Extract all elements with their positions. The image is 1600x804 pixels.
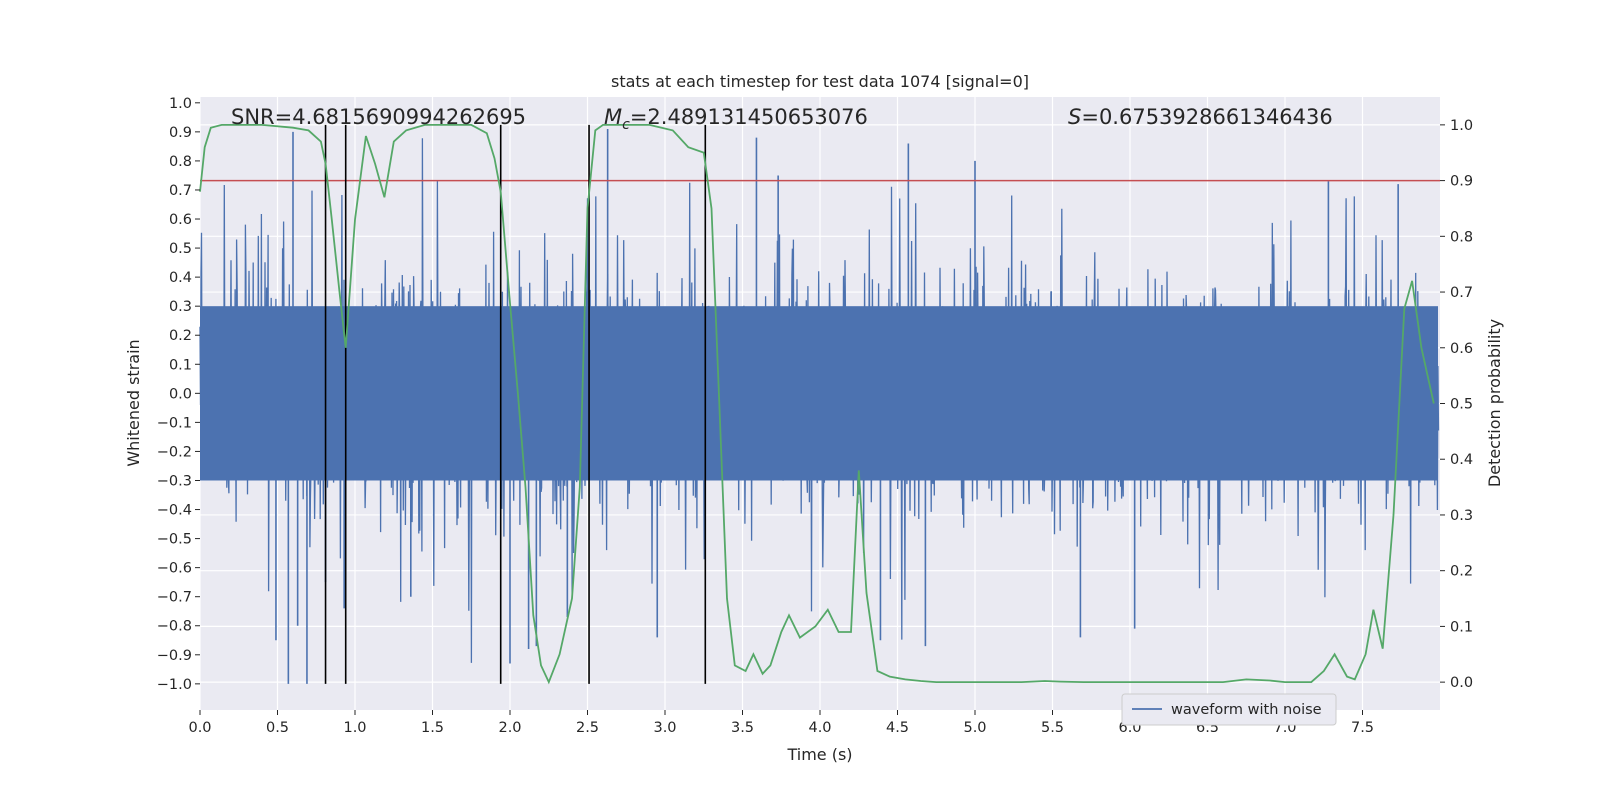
y-tick-label: −0.7: [157, 590, 192, 606]
y-tick-label: −0.4: [157, 503, 192, 519]
y-tick-label: 0.5: [169, 241, 192, 257]
y-axis-label: Whitened strain: [124, 339, 143, 466]
x-tick-label: 5.5: [1041, 720, 1064, 736]
y2-tick-label: 0.9: [1450, 174, 1473, 190]
detection-probability-line: [199, 124, 1435, 685]
y-tick-label: −0.3: [157, 473, 192, 489]
s-symbol: S: [1068, 105, 1081, 129]
x-tick-label: 2.5: [576, 720, 599, 736]
y-tick-label: 0.7: [169, 183, 192, 199]
legend: waveform with noise: [1121, 693, 1337, 726]
y2-tick-label: 0.5: [1450, 397, 1473, 413]
s-value: =0.6753928661346436: [1081, 105, 1332, 129]
y-tick-label: −0.2: [157, 444, 192, 460]
y-tick-label: 0.1: [169, 357, 192, 373]
x-axis-label: Time (s): [786, 745, 852, 764]
x-tick-label: 3.0: [653, 720, 676, 736]
x-tick-label: 1.0: [343, 720, 366, 736]
y2-tick-label: 1.0: [1450, 118, 1473, 134]
y-tick-label: −0.5: [157, 532, 192, 548]
x-tick-label: 3.5: [731, 720, 754, 736]
x-tick-label: 0.0: [188, 720, 211, 736]
x-tick-label: 2.0: [498, 720, 521, 736]
y2-tick-label: 0.4: [1450, 452, 1473, 468]
mc-annotation: Mc=2.489131450653076: [604, 105, 868, 133]
axes: 0.0 0.5 1.0 1.5 2.0 2.5 3.0 3.5 4.0 4.5 5.0 5.5 6.0 6…: [157, 96, 1473, 736]
x-tick-label: 7.5: [1351, 720, 1374, 736]
mc-value: =2.489131450653076: [630, 105, 868, 129]
y-tick-label: 0.8: [169, 154, 192, 170]
y-tick-label: −0.1: [157, 415, 192, 431]
waveform-series: [199, 128, 1440, 684]
y-tick-label: −1.0: [157, 677, 192, 693]
y-tick-label: −0.6: [157, 561, 192, 577]
y2-tick-label: 0.0: [1450, 675, 1473, 691]
y-tick-label: 0.6: [169, 212, 192, 228]
y2-tick-label: 0.6: [1450, 341, 1473, 357]
s-annotation: S=0.6753928661346436: [1068, 105, 1333, 129]
y2-tick-label: 0.8: [1450, 229, 1473, 245]
y-tick-label: 1.0: [169, 96, 192, 112]
y-tick-label: 0.2: [169, 328, 192, 344]
y-tick-label: −0.8: [157, 619, 192, 635]
snr-annotation: SNR=4.6815690994262695: [231, 105, 526, 129]
y2-tick-label: 0.1: [1450, 619, 1473, 635]
x-tick-label: 4.5: [886, 720, 909, 736]
mc-symbol: M: [604, 105, 622, 129]
y2-tick-label: 0.3: [1450, 508, 1473, 524]
chart-title: stats at each timestep for test data 107…: [611, 72, 1029, 91]
y-tick-label: 0.3: [169, 299, 192, 315]
mc-subscript: c: [622, 117, 630, 133]
y2-axis-label: Detection probability: [1485, 319, 1504, 487]
y2-tick-label: 0.2: [1450, 564, 1473, 580]
y-tick-label: 0.4: [169, 270, 192, 286]
overlays: [199, 124, 1440, 685]
legend-box: [1121, 693, 1337, 726]
y-tick-label: 0.9: [169, 125, 192, 141]
waveform-core: [200, 306, 1438, 481]
x-tick-label: 0.5: [266, 720, 289, 736]
x-tick-label: 5.0: [963, 720, 986, 736]
x-tick-label: 1.5: [421, 720, 444, 736]
y2-tick-label: 0.7: [1450, 285, 1473, 301]
x-tick-label: 4.0: [808, 720, 831, 736]
y-tick-label: −0.9: [157, 648, 192, 664]
y-tick-label: 0.0: [169, 386, 192, 402]
legend-entry: waveform with noise: [1171, 702, 1322, 718]
